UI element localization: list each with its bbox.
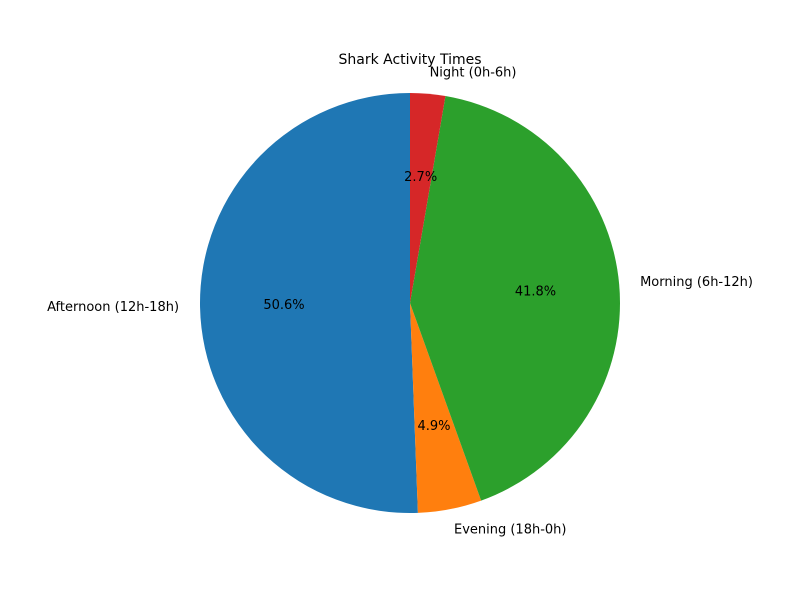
slice-percent-label: 50.6%: [263, 298, 304, 313]
slice-label: Evening (18h-0h): [454, 522, 567, 537]
pie-slice: [199, 92, 418, 513]
pie-slice: [410, 96, 621, 501]
slice-percent-label: 4.9%: [417, 419, 450, 434]
chart-title: Shark Activity Times: [338, 52, 481, 68]
slice-label: Afternoon (12h-18h): [47, 300, 179, 315]
slice-percent-label: 2.7%: [404, 170, 437, 185]
pie-slice: [410, 303, 482, 513]
slice-label: Morning (6h-12h): [640, 275, 753, 290]
slice-label: Night (0h-6h): [430, 65, 517, 80]
pie-slice: [410, 93, 446, 303]
pie-slices: [199, 92, 621, 513]
pie-labels: Afternoon (12h-18h) 50.6% Evening (18h-0h)…: [47, 65, 753, 537]
slice-percent-label: 41.8%: [515, 284, 556, 299]
